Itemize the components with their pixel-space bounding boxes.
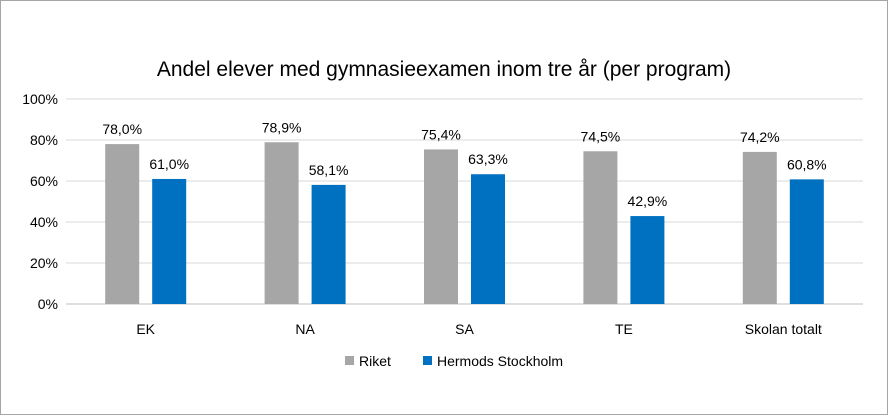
- data-label: 60,8%: [787, 156, 827, 172]
- category-label: NA: [295, 321, 315, 337]
- y-tick-label: 100%: [22, 91, 58, 107]
- bar-riket: [583, 151, 618, 304]
- legend: Riket Hermods Stockholm: [345, 353, 563, 369]
- legend-swatch: [423, 356, 432, 365]
- x-axis-categories: EK NA SA TE Skolan totalt: [136, 321, 822, 337]
- data-labels: 78,0% 61,0% 78,9% 58,1% 75,4% 63,3% 74,5% 42,9%…: [102, 119, 826, 209]
- bar-riket: [264, 142, 299, 304]
- legend-label: Hermods Stockholm: [437, 353, 563, 369]
- y-tick-label: 0%: [38, 296, 58, 312]
- gridlines: [66, 98, 863, 305]
- legend-label: Riket: [359, 353, 391, 369]
- category-label: Skolan totalt: [745, 321, 822, 337]
- data-label: 58,1%: [309, 162, 349, 178]
- legend-swatch: [345, 356, 354, 365]
- y-tick-label: 60%: [30, 173, 58, 189]
- chart-title: Andel elever med gymnasieexamen inom tre…: [157, 58, 731, 81]
- bar-hermods-stockholm: [630, 216, 665, 304]
- data-label: 74,2%: [740, 129, 780, 145]
- data-label: 74,5%: [581, 128, 621, 144]
- category-label: SA: [455, 321, 474, 337]
- data-label: 63,3%: [468, 151, 508, 167]
- bar-riket: [105, 144, 140, 304]
- bar-hermods-stockholm: [789, 179, 824, 304]
- bar-riket: [424, 149, 458, 304]
- bars: [105, 142, 824, 304]
- data-label: 61,0%: [149, 156, 189, 172]
- y-tick-label: 20%: [30, 255, 58, 271]
- y-tick-label: 80%: [30, 132, 58, 148]
- category-label: EK: [136, 321, 155, 337]
- bar-hermods-stockholm: [471, 174, 505, 304]
- category-label: TE: [615, 321, 633, 337]
- data-label: 42,9%: [628, 193, 668, 209]
- y-axis-ticks: 0% 20% 40% 60% 80% 100%: [22, 91, 58, 312]
- data-label: 78,9%: [262, 119, 302, 135]
- bar-hermods-stockholm: [311, 184, 346, 304]
- bar-riket: [742, 151, 777, 304]
- data-label: 75,4%: [421, 126, 461, 142]
- data-label: 78,0%: [102, 121, 142, 137]
- y-tick-label: 40%: [30, 214, 58, 230]
- bar-hermods-stockholm: [152, 178, 187, 304]
